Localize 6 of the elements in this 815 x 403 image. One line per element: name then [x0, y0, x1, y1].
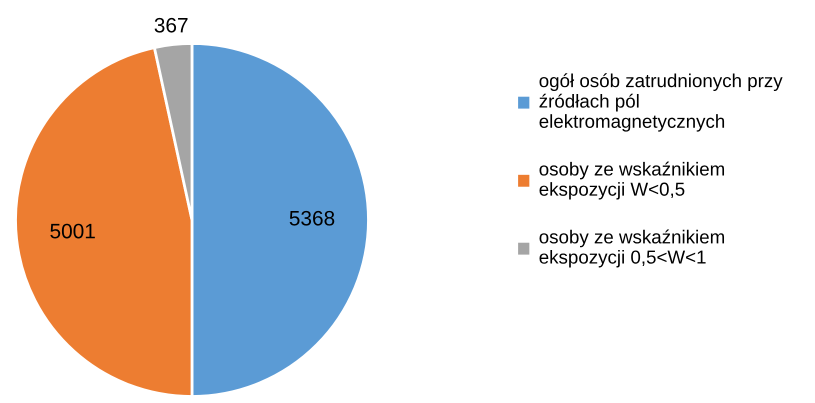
data-label: 367	[154, 18, 188, 33]
legend-label: osoby ze wskaźnikiem ekspozycji W<0,5	[540, 162, 724, 200]
legend-label: osoby ze wskaźnikiem ekspozycji 0,5<W<1	[540, 230, 724, 268]
legend-label: ogół osób zatrudnionych przy źródłach pól elektromagnetycznych	[539, 73, 783, 132]
data-label: 5368	[290, 210, 334, 226]
data-label: 5001	[50, 224, 95, 238]
